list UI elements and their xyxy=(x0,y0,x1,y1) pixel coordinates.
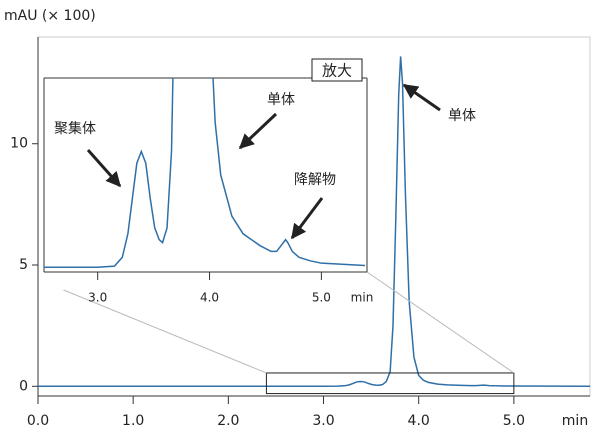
inset-background xyxy=(44,78,367,290)
annotation: 聚集体 xyxy=(54,120,96,137)
x-tick-label: 4.0 xyxy=(200,291,219,305)
x-axis-label: min xyxy=(351,291,374,305)
main-plot: 0.0 1.0 2.0 3.0 4.0 5.0 0 5 10 xyxy=(10,56,590,429)
x-tick-label: 1.0 xyxy=(122,413,144,429)
line-series xyxy=(38,56,590,388)
x-tick-label: 5.0 xyxy=(312,291,331,305)
y-tick-label: 5 xyxy=(19,257,28,273)
y-tick-label: 0 xyxy=(19,378,28,394)
x-tick-label: 0.0 xyxy=(27,413,49,429)
y-axis-label: mAU (× 100) xyxy=(4,8,96,24)
x-tick-label: 3.0 xyxy=(312,413,334,429)
annotation: 单体 xyxy=(267,92,295,108)
arrow xyxy=(238,112,278,150)
arrow xyxy=(290,197,324,240)
arrow xyxy=(86,149,122,188)
x-tick-label: 4.0 xyxy=(408,413,430,429)
x-tick-label: 3.0 xyxy=(88,291,107,305)
x-axis-label: min xyxy=(562,413,588,429)
connector xyxy=(366,271,515,374)
annotation: 降解物 xyxy=(294,172,336,188)
y-tick-label: 10 xyxy=(10,136,28,152)
line-series xyxy=(44,78,365,269)
connector xyxy=(43,281,267,374)
annotations: 单体 聚集体 单体 降解物 xyxy=(54,83,476,240)
x-tick-label: 2.0 xyxy=(217,413,239,429)
inset: 3.0 4.0 5.0 min 放大 xyxy=(43,58,515,374)
x-tick-label: 5.0 xyxy=(503,413,525,429)
zoom-box xyxy=(265,372,515,395)
annotation: 单体 xyxy=(448,108,476,124)
inset-label-box xyxy=(311,58,363,82)
arrow xyxy=(402,83,441,112)
inset-label: 放大 xyxy=(322,62,352,80)
